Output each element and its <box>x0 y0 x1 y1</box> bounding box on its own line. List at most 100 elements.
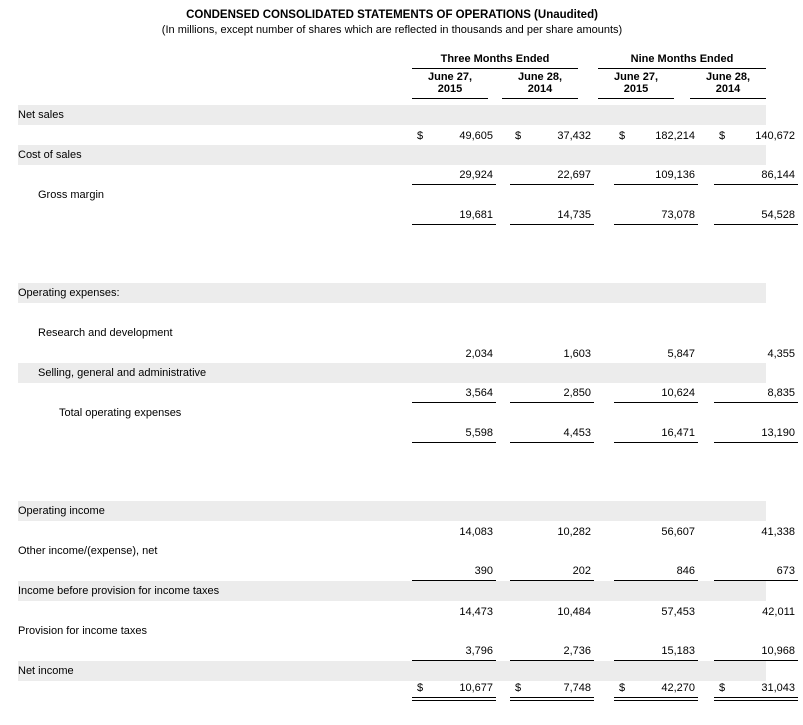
financial-statement-page: CONDENSED CONSOLIDATED STATEMENTS OF OPE… <box>18 9 798 701</box>
label-column-spacer <box>18 383 412 403</box>
value: 140,672 <box>755 130 795 142</box>
value: 10,624 <box>661 387 695 399</box>
row-label-line: Total operating expenses <box>18 403 766 423</box>
value: 14,735 <box>557 209 591 221</box>
row-label-line: Net sales <box>18 105 766 125</box>
value: 5,598 <box>465 427 493 439</box>
value-cell: 14,735 <box>510 205 594 225</box>
value: 4,453 <box>563 427 591 439</box>
dollar-sign: $ <box>719 682 726 694</box>
label-column-spacer <box>18 423 412 443</box>
value-cell: 5,847 <box>614 343 698 363</box>
row-label: Selling, general and administrative <box>38 367 207 379</box>
label-column-spacer <box>18 681 412 701</box>
document-subtitle: (In millions, except number of shares wh… <box>161 24 623 36</box>
value: 10,677 <box>459 682 493 694</box>
column-header-june-28-2014-ytd: June 28, 2014 <box>690 71 766 99</box>
value: 109,136 <box>655 169 695 181</box>
value-cell: 54,528 <box>714 205 798 225</box>
row-label-line: Income before provision for income taxes <box>18 581 766 601</box>
label-column-spacer <box>18 521 412 541</box>
value: 41,338 <box>761 526 795 538</box>
value: 37,432 <box>557 130 591 142</box>
row-label-line: Other income/(expense), net <box>18 541 766 561</box>
dollar-sign: $ <box>515 682 522 694</box>
row-values-line: 2,034 1,603 5,847 4,355 <box>18 343 795 363</box>
row-values-line: 3,796 2,736 15,183 10,968 <box>18 641 798 661</box>
value-cell: $140,672 <box>714 125 798 145</box>
document-title: CONDENSED CONSOLIDATED STATEMENTS OF OPE… <box>186 9 598 21</box>
table-row: Income before provision for income taxes… <box>18 581 795 621</box>
row-values-line: 5,598 4,453 16,471 13,190 <box>18 423 798 443</box>
value: 2,850 <box>563 387 591 399</box>
value: 29,924 <box>459 169 493 181</box>
value-cell: 4,453 <box>510 423 594 443</box>
dollar-sign: $ <box>417 130 424 142</box>
value: 14,083 <box>459 526 493 538</box>
value-cell: 390 <box>412 561 496 581</box>
label-column-spacer <box>18 205 412 225</box>
value: 10,968 <box>761 645 795 657</box>
value: 673 <box>776 565 795 577</box>
value: 1,603 <box>563 348 591 360</box>
value-cell: 14,473 <box>412 601 496 621</box>
label-column-spacer <box>18 125 412 145</box>
column-header-june-27-2015-ytd: June 27, 2015 <box>598 71 674 99</box>
row-values-line: $10,677 $7,748 $42,270 $31,043 <box>18 681 798 701</box>
row-label-line: Gross margin <box>18 185 766 205</box>
value: 10,484 <box>557 606 591 618</box>
row-values-line: 19,681 14,735 73,078 54,528 <box>18 205 798 225</box>
value-cell: 56,607 <box>614 521 698 541</box>
row-values-line: 14,473 10,484 57,453 42,011 <box>18 601 795 621</box>
value-cell <box>412 303 496 323</box>
value: 19,681 <box>459 209 493 221</box>
value-cell: 1,603 <box>510 343 594 363</box>
label-column-spacer <box>18 343 412 363</box>
value-cell: 2,736 <box>510 641 594 661</box>
value-cell: $31,043 <box>714 681 798 701</box>
row-values-line <box>18 303 766 323</box>
row-label: Gross margin <box>38 189 105 201</box>
dollar-sign: $ <box>719 130 726 142</box>
value-cell: 10,282 <box>510 521 594 541</box>
value-cell: 73,078 <box>614 205 698 225</box>
group-header-three-months-ended: Three Months Ended <box>412 53 578 69</box>
operations-table: Three Months Ended Nine Months Ended Jun… <box>18 53 798 701</box>
value: 16,471 <box>661 427 695 439</box>
value-cell: 2,034 <box>412 343 496 363</box>
value-cell: 16,471 <box>614 423 698 443</box>
value-cell: 3,796 <box>412 641 496 661</box>
value: 5,847 <box>667 348 695 360</box>
value-cell: 41,338 <box>714 521 798 541</box>
value: 49,605 <box>459 130 493 142</box>
value: 42,270 <box>661 682 695 694</box>
value: 390 <box>474 565 493 577</box>
value: 14,473 <box>459 606 493 618</box>
row-values-line: 390 202 846 673 <box>18 561 798 581</box>
value-cell: 673 <box>714 561 798 581</box>
row-label-line: Research and development <box>18 323 766 343</box>
row-label-line: Provision for income taxes <box>18 621 766 641</box>
value-cell: $37,432 <box>510 125 594 145</box>
value-cell: 2,850 <box>510 383 594 403</box>
value-cell: $10,677 <box>412 681 496 701</box>
value: 3,796 <box>465 645 493 657</box>
table-row: Research and development 2,034 1,603 5,847 4… <box>18 323 795 363</box>
row-values-line: 3,564 2,850 10,624 8,835 <box>18 383 798 403</box>
value-cell: 10,484 <box>510 601 594 621</box>
value-cell: 202 <box>510 561 594 581</box>
row-label-line: Operating expenses: <box>18 283 766 303</box>
dollar-sign: $ <box>619 130 626 142</box>
dollar-sign: $ <box>619 682 626 694</box>
value: 31,043 <box>761 682 795 694</box>
value: 182,214 <box>655 130 695 142</box>
row-label-line: Cost of sales <box>18 145 766 165</box>
row-label: Cost of sales <box>18 149 82 161</box>
row-label-line: Selling, general and administrative <box>18 363 766 383</box>
value: 86,144 <box>761 169 795 181</box>
row-label: Operating expenses: <box>18 287 120 299</box>
value: 846 <box>676 565 695 577</box>
label-column-spacer <box>18 601 412 621</box>
table-row: Net sales $49,605 $37,432 $182,214 $140,672 <box>18 105 795 145</box>
value: 54,528 <box>761 209 795 221</box>
